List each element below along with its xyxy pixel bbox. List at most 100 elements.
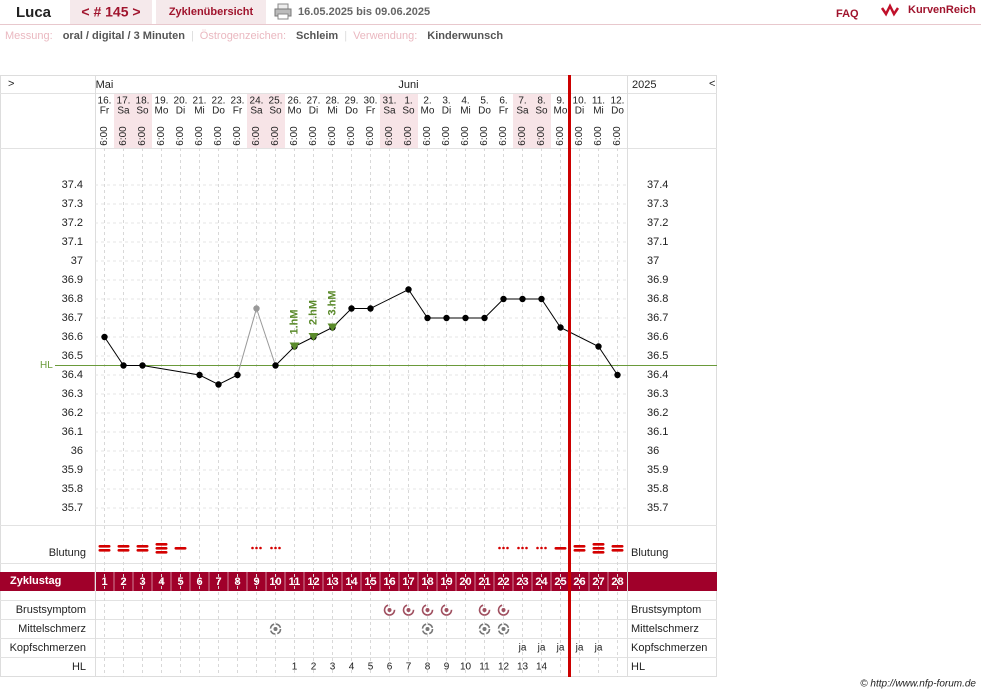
y-tick-label: 37.4 bbox=[62, 179, 83, 191]
weekday-label: Fr bbox=[366, 106, 376, 117]
spotting-dot bbox=[521, 546, 524, 550]
weekday-label: Fr bbox=[499, 106, 509, 117]
brand-icon bbox=[880, 3, 900, 17]
time-label: 6:00 bbox=[460, 126, 471, 146]
symptom-ring bbox=[478, 604, 491, 616]
nav-left[interactable]: > bbox=[8, 78, 14, 90]
x-tick-label: 11 bbox=[289, 576, 301, 588]
y-tick-label: 36.7 bbox=[62, 312, 83, 324]
date-label: 5. bbox=[480, 96, 488, 107]
bleeding-dash bbox=[117, 545, 130, 548]
x-tick-label: 15 bbox=[364, 576, 376, 588]
bleeding-dash bbox=[573, 545, 586, 548]
bleeding-dash bbox=[117, 549, 130, 552]
y-tick-label: 37.2 bbox=[62, 217, 83, 229]
weekday-label: Do bbox=[478, 106, 491, 117]
date-label: 12. bbox=[611, 96, 625, 107]
bleeding-dash bbox=[174, 547, 187, 550]
row-label-right: Blutung bbox=[631, 547, 668, 559]
weekday-label: Mo bbox=[288, 106, 302, 117]
x-tick-label: 25 bbox=[554, 576, 566, 588]
bleeding-mark bbox=[611, 545, 624, 552]
x-tick-label: 2 bbox=[120, 576, 126, 588]
y-tick-label: 36.2 bbox=[62, 407, 83, 419]
time-label: 6:00 bbox=[384, 126, 395, 146]
hl-count: 6 bbox=[387, 662, 393, 673]
weekday-label: So bbox=[269, 106, 282, 117]
y-tick-label-right: 37.2 bbox=[647, 217, 668, 229]
symptom-dot bbox=[501, 608, 506, 612]
bleeding-mark bbox=[573, 545, 586, 552]
temperature-point bbox=[500, 295, 507, 303]
y-tick-label: 36.9 bbox=[62, 274, 83, 286]
bleeding-mark bbox=[251, 546, 262, 550]
time-label: 6:00 bbox=[517, 126, 528, 146]
y-tick-label: 36.6 bbox=[62, 331, 83, 343]
weekday-label: So bbox=[402, 106, 415, 117]
x-tick-label: 13 bbox=[326, 576, 338, 588]
weekday-label: Sa bbox=[516, 106, 529, 117]
x-tick-label: 27 bbox=[592, 576, 604, 588]
x-tick-label: 10 bbox=[269, 576, 281, 588]
time-label: 6:00 bbox=[327, 126, 338, 146]
symptom-dot bbox=[501, 627, 506, 631]
y-tick-label-right: 37 bbox=[647, 255, 659, 267]
date-range: 16.05.2025 bis 09.06.2025 bbox=[298, 6, 430, 18]
hm-marker bbox=[308, 333, 319, 341]
y-tick-label-right: 36.3 bbox=[647, 388, 668, 400]
hm-label: 1.hM bbox=[288, 309, 300, 334]
date-label: 16. bbox=[98, 96, 112, 107]
x-tick-label: 1 bbox=[101, 576, 107, 588]
weekday-label: Di bbox=[442, 106, 451, 117]
date-label: 1. bbox=[404, 96, 412, 107]
setting-label: Messung: bbox=[5, 30, 53, 42]
spotting-dot bbox=[251, 546, 254, 550]
date-label: 19. bbox=[155, 96, 169, 107]
bleeding-mark bbox=[498, 546, 509, 550]
printer-icon[interactable] bbox=[274, 3, 292, 20]
hl-count: 11 bbox=[479, 662, 490, 673]
headache-mark: ja bbox=[537, 643, 546, 654]
mittelschmerz-mark bbox=[478, 623, 491, 635]
cycle-number[interactable]: < # 145 > bbox=[81, 4, 140, 20]
setting-label: Verwendung: bbox=[353, 30, 417, 42]
cycle-nav-box[interactable] bbox=[70, 0, 152, 24]
y-tick-label-right: 37.3 bbox=[647, 198, 668, 210]
temperature-point bbox=[234, 371, 241, 379]
date-label: 24. bbox=[250, 96, 264, 107]
row-label: Mittelschmerz bbox=[18, 623, 86, 635]
hl-count: 14 bbox=[536, 662, 548, 673]
time-label: 6:00 bbox=[536, 126, 547, 146]
bleeding-dash bbox=[155, 543, 168, 546]
bleeding-mark bbox=[136, 545, 149, 552]
brand-name[interactable]: KurvenReich bbox=[908, 4, 976, 16]
x-tick-label: 7 bbox=[215, 576, 221, 588]
time-label: 6:00 bbox=[270, 126, 281, 146]
date-label: 6. bbox=[499, 96, 507, 107]
nav-right[interactable]: < bbox=[709, 78, 715, 90]
date-label: 22. bbox=[212, 96, 226, 107]
hl-count: 10 bbox=[460, 662, 472, 673]
x-tick-label: 19 bbox=[440, 576, 452, 588]
date-label: 9. bbox=[556, 96, 564, 107]
overview-box[interactable] bbox=[156, 0, 266, 24]
date-label: 11. bbox=[592, 96, 605, 107]
time-label: 6:00 bbox=[441, 126, 452, 146]
bleeding-dash bbox=[611, 545, 624, 548]
overview-link[interactable]: Zyklenübersicht bbox=[169, 6, 254, 18]
weekday-label: Di bbox=[309, 106, 318, 117]
bleeding-dash bbox=[573, 549, 586, 552]
bleeding-mark bbox=[554, 547, 567, 550]
temperature-point bbox=[443, 314, 450, 322]
temperature-point bbox=[196, 371, 203, 379]
date-label: 25. bbox=[269, 96, 283, 107]
row-label-right: Mittelschmerz bbox=[631, 623, 699, 635]
spotting-dot bbox=[259, 546, 262, 550]
hl-count: 3 bbox=[330, 662, 336, 673]
faq-link[interactable]: FAQ bbox=[836, 8, 859, 20]
weekday-label: So bbox=[535, 106, 548, 117]
mittelschmerz-mark bbox=[269, 623, 282, 635]
x-tick-label: 5 bbox=[177, 576, 183, 588]
row-label-right: Kopfschmerzen bbox=[631, 642, 707, 654]
temperature-point bbox=[120, 362, 127, 369]
